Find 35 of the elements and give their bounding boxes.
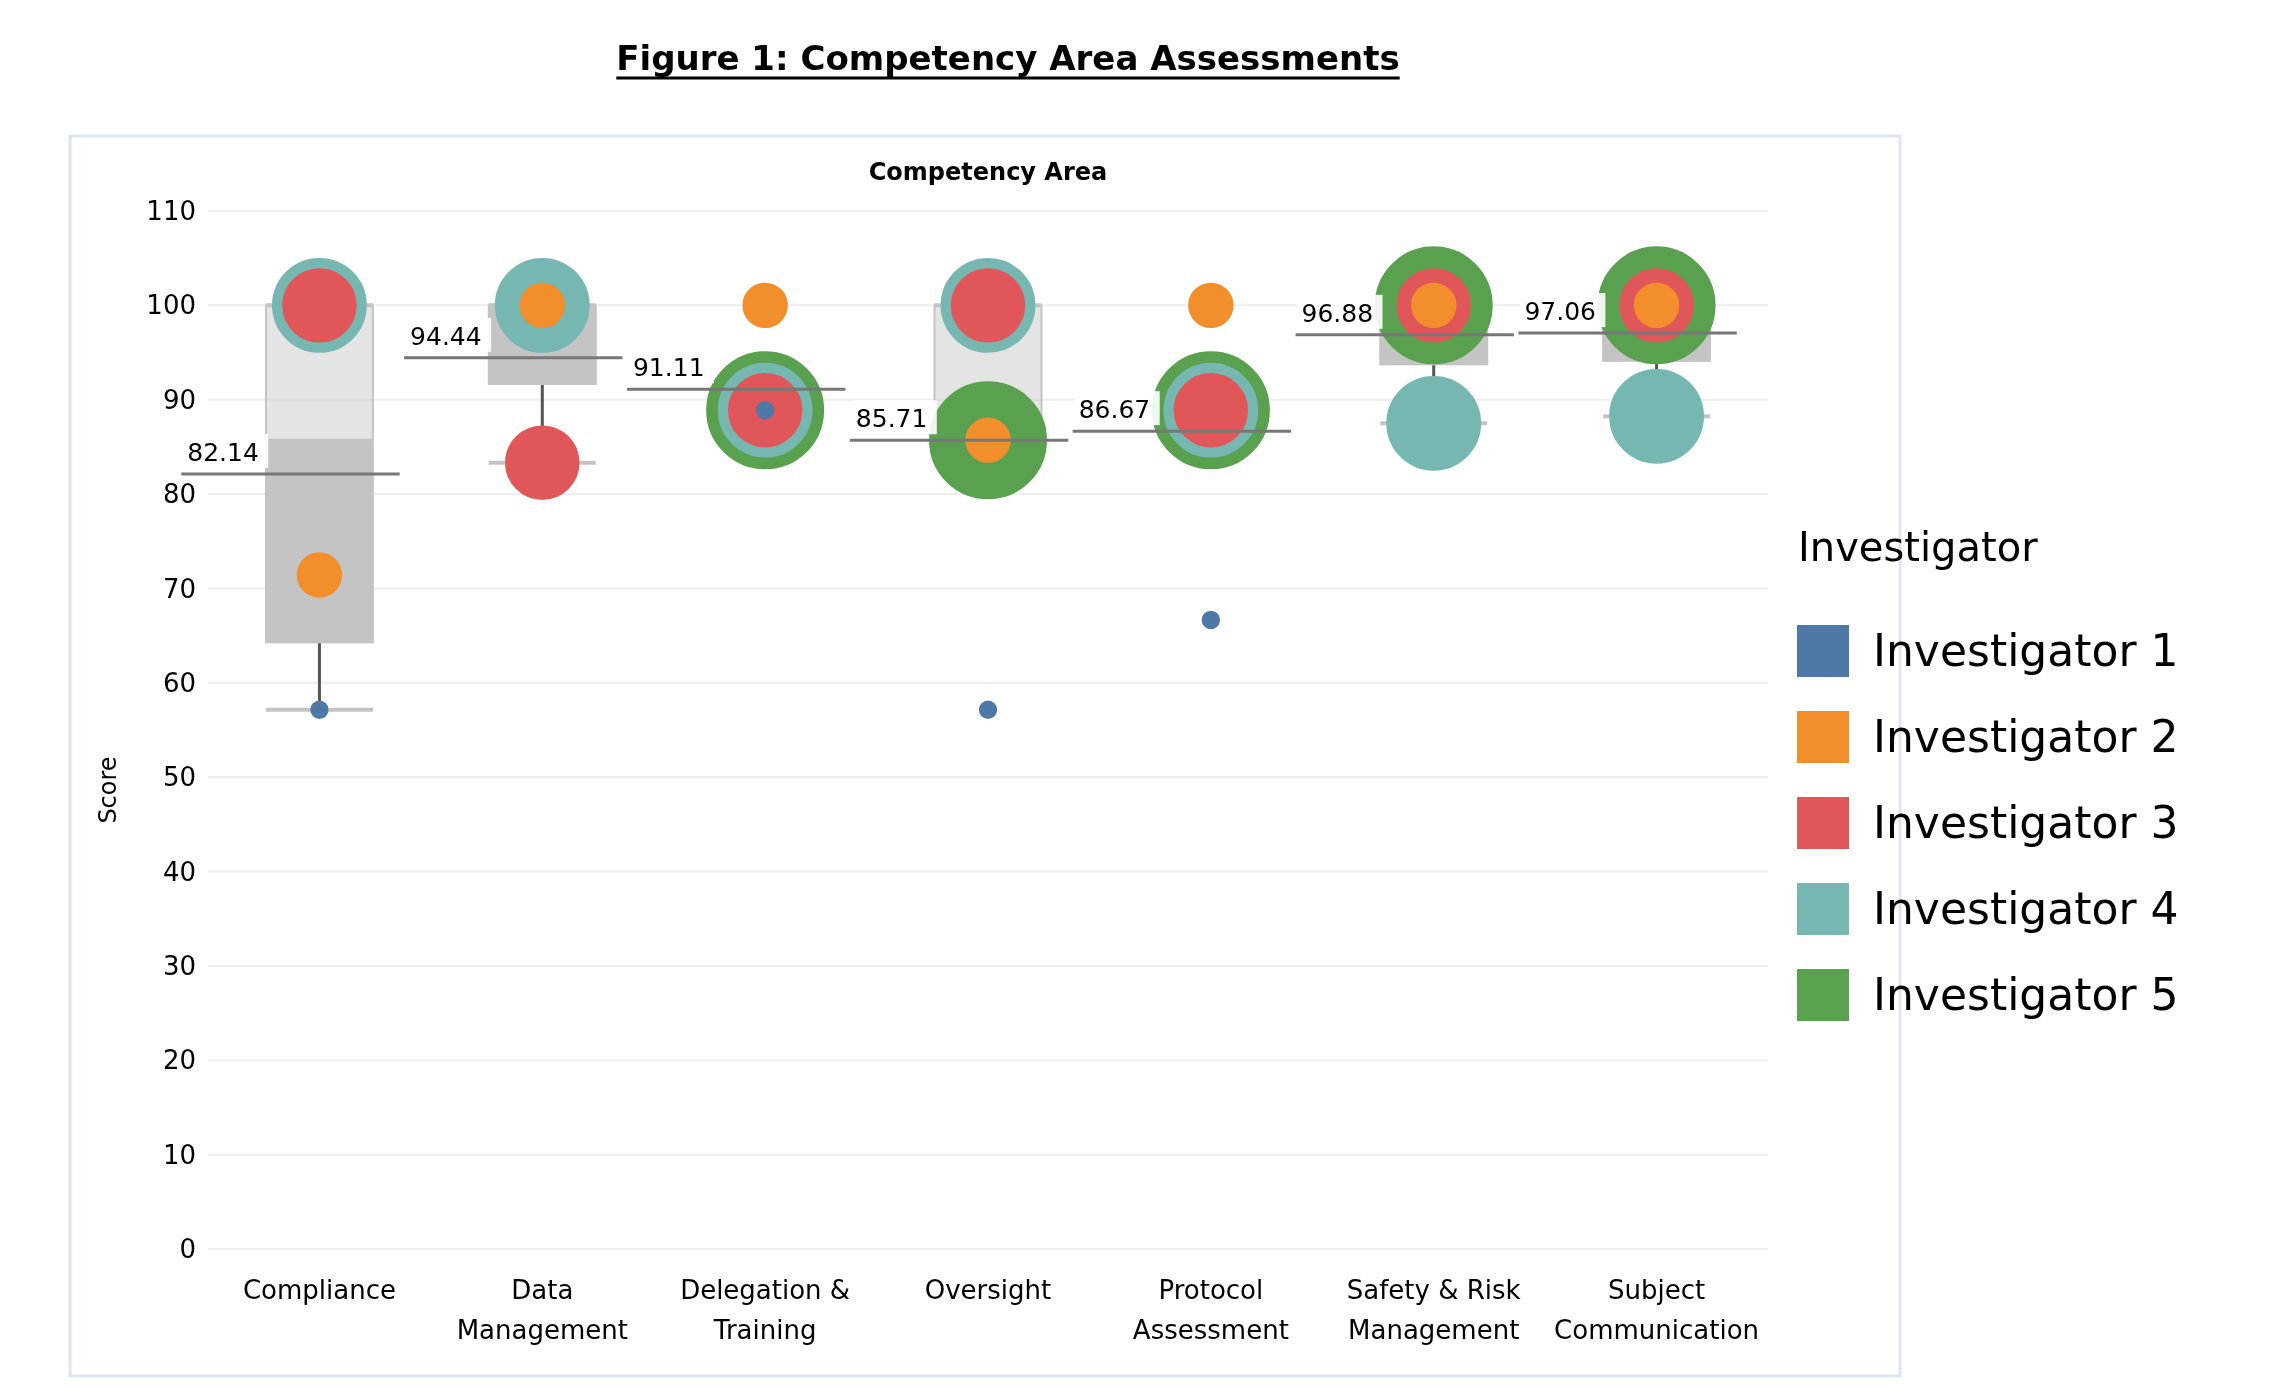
y-tick-label: 30 <box>162 951 196 982</box>
x-axis-title: Competency Area <box>868 158 1108 186</box>
y-tick-label: 110 <box>146 196 196 227</box>
ref-line-label: 97.06 <box>1524 297 1596 327</box>
y-tick-label: 100 <box>146 290 196 321</box>
y-tick-label: 20 <box>162 1045 196 1076</box>
ref-line-label: 82.14 <box>187 437 259 467</box>
y-tick-label: 0 <box>179 1234 196 1265</box>
x-tick-label: Subject Communication <box>1554 1275 1760 1345</box>
x-tick-label: Data Management <box>456 1275 628 1345</box>
y-tick-label: 70 <box>162 573 196 604</box>
x-tick-label: Safety & Risk Management <box>1346 1275 1521 1345</box>
y-tick-label: 90 <box>162 384 196 415</box>
legend-label: Investigator 1 <box>1873 625 2179 677</box>
y-tick-label: 50 <box>162 762 196 793</box>
y-tick-label: 60 <box>162 667 196 698</box>
y-tick-label: 40 <box>162 856 196 887</box>
legend-label: Investigator 4 <box>1873 883 2179 935</box>
y-axis-title: Score <box>94 756 122 824</box>
ref-line-label: 91.11 <box>632 353 705 383</box>
y-tick-label: 10 <box>162 1139 196 1170</box>
chart-title: Figure 1: Competency Area Assessments <box>616 38 1400 78</box>
x-tick-label: Protocol Assessment <box>1132 1275 1289 1345</box>
x-tick-label: Delegation & Training <box>680 1275 851 1345</box>
legend-label: Investigator 3 <box>1873 797 2179 849</box>
legend-label: Investigator 5 <box>1873 969 2179 1021</box>
x-tick-label: Compliance <box>242 1275 396 1305</box>
ref-line-label: 85.71 <box>855 404 928 434</box>
ref-line-label: 94.44 <box>410 321 482 351</box>
x-tick-label: Oversight <box>924 1275 1052 1305</box>
ref-line-label: 86.67 <box>1078 395 1151 425</box>
legend-title: Investigator <box>1798 524 2039 570</box>
ref-line-label: 96.88 <box>1301 298 1374 328</box>
legend-label: Investigator 2 <box>1873 711 2179 763</box>
y-tick-label: 80 <box>162 479 196 510</box>
